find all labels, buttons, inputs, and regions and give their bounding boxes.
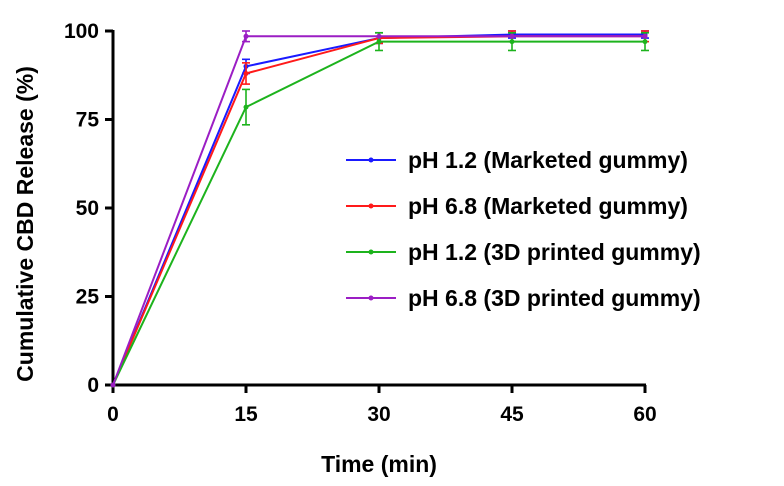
data-point	[376, 33, 382, 39]
x-tick-label: 30	[367, 403, 390, 426]
series-4	[110, 30, 648, 388]
legend-item: pH 1.2 (3D printed gummy)	[346, 239, 701, 265]
y-axis-title: Cumulative CBD Release (%)	[12, 66, 38, 382]
y-tick-label: 25	[76, 286, 100, 309]
x-tick-label: 45	[500, 403, 524, 426]
x-tick-label: 0	[107, 403, 119, 426]
x-axis-title: Time (min)	[321, 451, 437, 477]
x-tick-label: 15	[234, 403, 258, 426]
data-point	[243, 70, 249, 76]
y-tick-label: 0	[87, 374, 99, 397]
y-tick-label: 50	[76, 197, 99, 220]
legend-item: pH 6.8 (3D printed gummy)	[346, 285, 701, 311]
data-point	[509, 33, 515, 39]
legend-item: pH 6.8 (Marketed gummy)	[346, 193, 688, 219]
ticks: 0 15 30 45 60 0 25 50 75 100	[64, 20, 657, 426]
series-3	[110, 31, 649, 388]
legend-label: pH 1.2 (Marketed gummy)	[408, 147, 688, 173]
legend-label: pH 1.2 (3D printed gummy)	[408, 239, 701, 265]
legend-swatch-marker	[368, 203, 374, 209]
data-point	[642, 33, 648, 39]
data-point	[509, 39, 515, 45]
data-point	[243, 104, 249, 110]
legend: pH 1.2 (Marketed gummy) pH 6.8 (Marketed …	[346, 147, 701, 311]
legend-item: pH 1.2 (Marketed gummy)	[346, 147, 688, 173]
legend-swatch-marker	[368, 157, 374, 163]
legend-label: pH 6.8 (Marketed gummy)	[408, 193, 688, 219]
y-tick-label: 100	[64, 20, 99, 43]
x-tick-label: 60	[633, 403, 656, 426]
legend-swatch-marker	[368, 249, 374, 255]
legend-label: pH 6.8 (3D printed gummy)	[408, 285, 701, 311]
y-tick-label: 75	[76, 109, 100, 132]
data-point	[642, 39, 648, 45]
data-point	[376, 39, 382, 45]
data-point	[243, 33, 249, 39]
legend-swatch-marker	[368, 295, 374, 301]
data-point	[110, 382, 116, 388]
series-group	[110, 30, 649, 388]
